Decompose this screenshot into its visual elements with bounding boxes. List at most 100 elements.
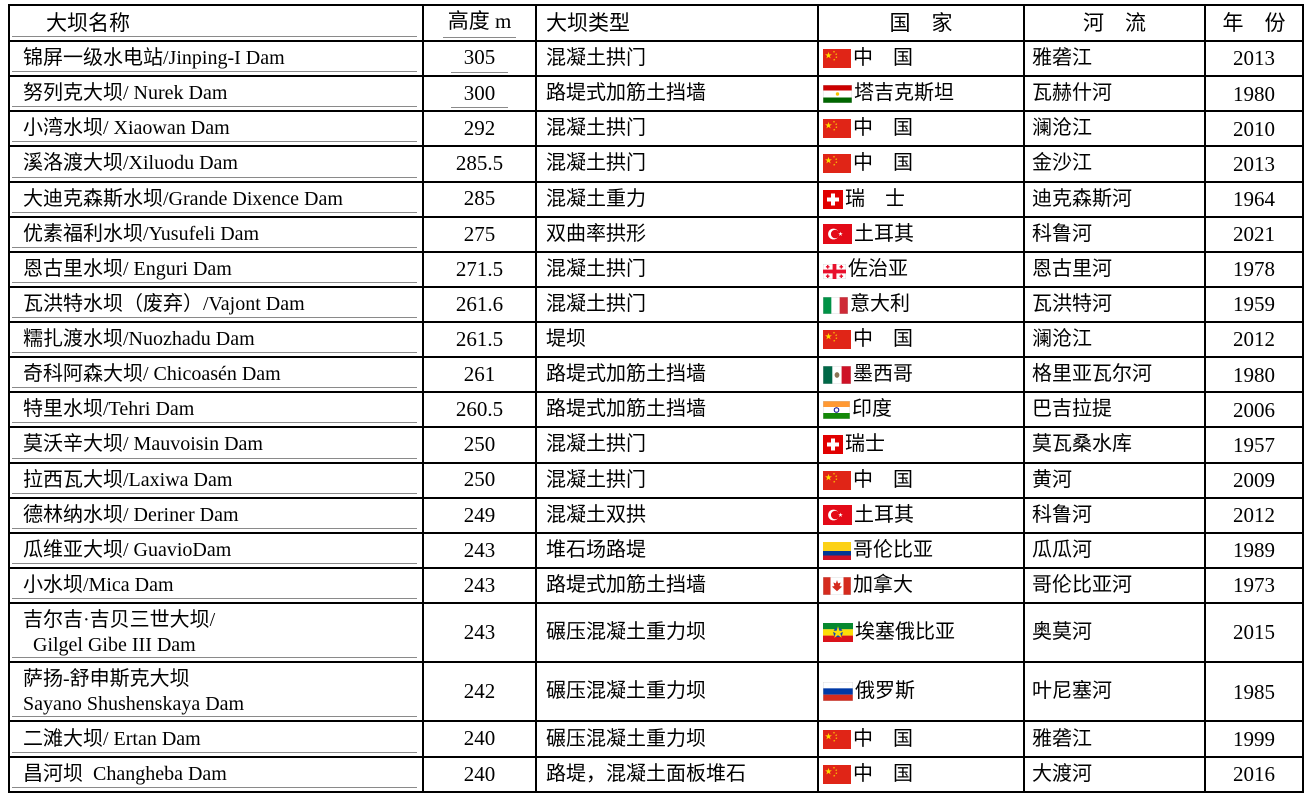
- dam-type: 碾压混凝土重力坝: [546, 727, 706, 750]
- dam-year-cell: 2010: [1204, 110, 1304, 148]
- country-name: 塔吉克斯坦: [854, 82, 954, 105]
- name-underline: [12, 457, 417, 459]
- dam-height-cell: 240: [422, 720, 537, 758]
- country-name: 埃塞俄比亚: [855, 621, 955, 644]
- dam-river-cell: 叶尼塞河: [1023, 661, 1206, 723]
- dam-name-line1: 恩古里水坝/ Enguri Dam: [23, 257, 232, 280]
- dam-height: 250: [463, 467, 496, 492]
- dam-row: 吉尔吉·吉贝三世大坝/ Gilgel Gibe III Dam 243 碾压混凝…: [8, 601, 1304, 664]
- dam-type-cell: 堤坝: [535, 320, 819, 359]
- dam-name-cell: 大迪克森斯水坝/Grande Dixence Dam: [8, 180, 424, 218]
- dam-height-cell: 261.6: [422, 285, 537, 324]
- dam-year-cell: 2009: [1204, 461, 1304, 499]
- dam-type: 碾压混凝土重力坝: [546, 621, 706, 644]
- dam-type-cell: 混凝土拱门: [535, 145, 819, 183]
- dam-river-cell: 格里亚瓦尔河: [1023, 356, 1206, 394]
- dam-country-cell: 中 国: [817, 145, 1025, 183]
- river-name: 大渡河: [1032, 762, 1092, 785]
- dam-year: 1959: [1233, 292, 1275, 317]
- dam-row: 溪洛渡大坝/Xiluodu Dam 285.5 混凝土拱门 中 国 金沙江 20…: [8, 145, 1304, 183]
- dam-type-cell: 路堤，混凝土面板堆石: [535, 755, 819, 794]
- river-name: 叶尼塞河: [1032, 680, 1112, 703]
- switzerland-flag-icon: [823, 189, 843, 209]
- dam-river-cell: 雅砻江: [1023, 39, 1206, 78]
- china-flag-icon: [823, 729, 851, 749]
- dam-height-cell: 260.5: [422, 391, 537, 429]
- dam-year-cell: 1959: [1204, 285, 1304, 324]
- river-name: 瓦洪特河: [1032, 292, 1112, 315]
- country-name: 佐治亚: [848, 257, 908, 280]
- header-name-underline: [12, 36, 417, 37]
- river-name: 恩古里河: [1032, 257, 1112, 280]
- dam-year: 2021: [1233, 222, 1275, 247]
- dam-height-cell: 243: [422, 601, 537, 664]
- dam-country-cell: 加拿大: [817, 566, 1025, 605]
- dam-name-cell: 小湾水坝/ Xiaowan Dam: [8, 110, 424, 148]
- dam-type-cell: 路堤式加筋土挡墙: [535, 356, 819, 394]
- dam-type: 混凝土重力: [546, 187, 646, 210]
- dam-row: 瓦洪特水坝（废弃）/Vajont Dam 261.6 混凝土拱门 意大利 瓦洪特…: [8, 285, 1304, 324]
- dam-type: 混凝土拱门: [546, 292, 646, 315]
- dam-height-cell: 240: [422, 755, 537, 794]
- dam-name-cell: 莫沃辛大坝/ Mauvoisin Dam: [8, 426, 424, 464]
- dam-height-cell: 261.5: [422, 320, 537, 359]
- dam-name-line1: 优素福利水坝/Yusufeli Dam: [23, 222, 260, 245]
- header-year-label: 年 份: [1222, 10, 1286, 35]
- dam-country-cell: 中 国: [817, 755, 1025, 794]
- dam-height: 292: [463, 116, 496, 141]
- dam-type: 混凝土拱门: [546, 468, 646, 491]
- dam-name-line1: 莫沃辛大坝/ Mauvoisin Dam: [23, 433, 263, 456]
- dam-height-cell: 285: [422, 180, 537, 218]
- name-underline: [12, 787, 417, 788]
- dam-river-cell: 莫瓦桑水库: [1023, 426, 1206, 464]
- dam-name-line1: 特里水坝/Tehri Dam: [23, 398, 195, 421]
- dam-type: 混凝土拱门: [546, 433, 646, 456]
- river-name: 黄河: [1032, 468, 1072, 491]
- dam-height-cell: 243: [422, 566, 537, 605]
- river-name: 巴吉拉提: [1032, 398, 1112, 421]
- china-flag-icon: [823, 330, 851, 350]
- dam-river-cell: 澜沧江: [1023, 320, 1206, 359]
- dam-height: 250: [463, 432, 496, 457]
- dam-type-cell: 堆石场路堤: [535, 531, 819, 569]
- dam-year-cell: 2015: [1204, 601, 1304, 664]
- dam-name-cell: 吉尔吉·吉贝三世大坝/ Gilgel Gibe III Dam: [8, 601, 424, 664]
- dam-year: 2009: [1233, 467, 1275, 492]
- dam-type-cell: 路堤式加筋土挡墙: [535, 391, 819, 429]
- dam-year: 1989: [1233, 538, 1275, 563]
- turkey-flag-icon: [823, 223, 852, 244]
- dam-row: 小湾水坝/ Xiaowan Dam 292 混凝土拱门 中 国 澜沧江 2010: [8, 110, 1304, 148]
- dam-height-cell: 250: [422, 461, 537, 499]
- dam-name-cell: 拉西瓦大坝/Laxiwa Dam: [8, 461, 424, 499]
- dam-country-cell: 中 国: [817, 39, 1025, 78]
- dam-height: 242: [463, 679, 496, 704]
- china-flag-icon: [823, 470, 851, 490]
- country-name: 土耳其: [854, 222, 914, 245]
- dam-country-cell: 墨西哥: [817, 356, 1025, 394]
- dam-name-cell: 溪洛渡大坝/Xiluodu Dam: [8, 145, 424, 183]
- dam-year: 1973: [1233, 573, 1275, 598]
- dam-country-cell: 佐治亚: [817, 250, 1025, 288]
- river-name: 科鲁河: [1032, 503, 1092, 526]
- dam-year: 1978: [1233, 257, 1275, 282]
- dam-type: 堤坝: [546, 328, 586, 351]
- dam-year-cell: 2021: [1204, 215, 1304, 253]
- dam-year: 2013: [1233, 46, 1275, 71]
- dam-type: 双曲率拱形: [546, 222, 646, 245]
- river-name: 金沙江: [1032, 152, 1092, 175]
- name-underline: [12, 281, 417, 283]
- dam-height-cell: 292: [422, 110, 537, 148]
- dam-river-cell: 瓦赫什河: [1023, 75, 1206, 113]
- dam-name-cell: 努列克大坝/ Nurek Dam: [8, 75, 424, 113]
- dam-year-cell: 2012: [1204, 496, 1304, 534]
- dam-row: 瓜维亚大坝/ GuavioDam 243 堆石场路堤 哥伦比亚 瓜瓜河 1989: [8, 531, 1304, 569]
- name-underline: [12, 71, 417, 73]
- country-name: 哥伦比亚: [853, 538, 933, 561]
- dam-year-cell: 2012: [1204, 320, 1304, 359]
- tajikistan-flag-icon: [823, 85, 852, 104]
- dam-river-cell: 雅砻江: [1023, 720, 1206, 758]
- name-underline: [12, 422, 417, 424]
- header-dam-name-label: 大坝名称: [46, 10, 130, 35]
- dam-river-cell: 奥莫河: [1023, 601, 1206, 664]
- river-name: 瓜瓜河: [1032, 538, 1092, 561]
